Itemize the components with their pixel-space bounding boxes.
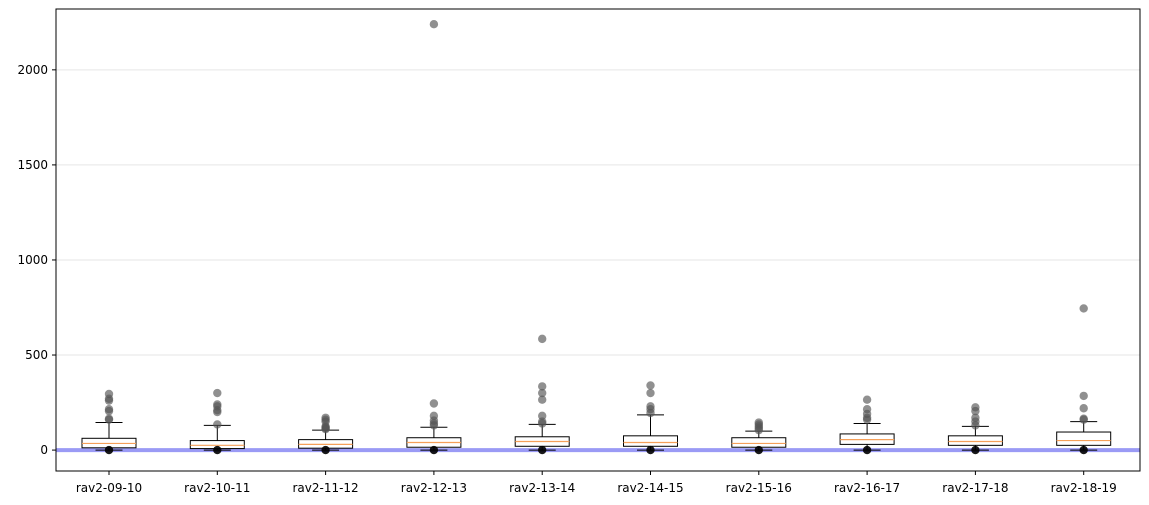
box-group-rav2-09-10 [81,389,137,455]
outlier-point [429,411,439,421]
outlier-point [538,395,547,404]
outlier-point [213,388,222,398]
x-tick-label: rav2-09-10 [76,481,142,495]
outlier-point [862,405,872,414]
outlier-point [213,400,222,409]
outlier-point-low [862,445,872,455]
outlier-point [538,411,547,421]
outlier-point [104,405,114,414]
x-tick-label: rav2-15-16 [726,481,792,495]
outlier-point-low [754,445,763,455]
box-iqr [947,435,1003,446]
box-group-rav2-14-15 [623,381,678,455]
outlier-point [104,414,114,423]
outlier-point-low [213,445,222,455]
box-group-rav2-15-16 [731,418,787,455]
outlier-point [104,389,114,399]
outlier-point [754,418,763,427]
box-group-rav2-17-18 [947,403,1003,455]
outlier-point [538,388,547,398]
boxes-layer [81,20,1112,455]
outlier-point [1079,414,1088,423]
box-group-rav2-12-13 [406,20,462,455]
box-group-rav2-18-19 [1056,304,1112,455]
box-group-rav2-13-14 [514,334,570,455]
y-tick-label: 0 [40,443,48,457]
y-tick-label: 2000 [17,63,48,77]
outlier-point [429,399,439,408]
outlier-point [646,402,655,411]
outlier-point [971,403,980,412]
box-group-rav2-11-12 [298,413,354,455]
outlier-point [646,381,655,390]
axes-layer: 0 500 1000 1500 2000 rav2-09-10 rav2-10-11 rav2… [17,8,1141,495]
x-tick-label: rav2-14-15 [617,481,683,495]
box-group-rav2-10-11 [189,388,245,455]
outlier-point [321,413,330,422]
x-tick-label: rav2-16-17 [834,481,900,495]
outlier-point [538,334,547,344]
outlier-point [213,420,222,429]
outlier-point [429,20,439,29]
outlier-point-low [538,445,547,455]
y-tick-label: 1000 [17,253,48,267]
outlier-point [1079,391,1088,401]
plot-frame [55,8,1141,472]
outlier-point-low [971,445,980,455]
x-tick-label: rav2-12-13 [401,481,467,495]
y-tick-label: 500 [25,348,48,362]
box-iqr [1056,431,1112,446]
outlier-point-low [321,445,330,455]
box-iqr [731,437,787,448]
outlier-point-low [104,445,114,455]
x-tick-label: rav2-13-14 [509,481,575,495]
box-group-rav2-16-17 [839,395,895,455]
x-tick-label: rav2-10-11 [184,481,250,495]
outlier-point-low [646,445,655,455]
x-tick-label: rav2-11-12 [292,481,358,495]
y-tick-label: 1500 [17,158,48,172]
outlier-point [1079,404,1088,413]
outlier-point [1079,304,1088,313]
box-iqr [623,435,678,447]
outlier-point [971,413,980,422]
x-tick-label: rav2-18-19 [1051,481,1117,495]
x-tick-label: rav2-17-18 [942,481,1008,495]
outlier-point-low [429,445,439,455]
outlier-point [862,395,872,404]
outlier-point [538,382,547,391]
outlier-point-low [1079,445,1088,455]
outlier-point [646,388,655,398]
